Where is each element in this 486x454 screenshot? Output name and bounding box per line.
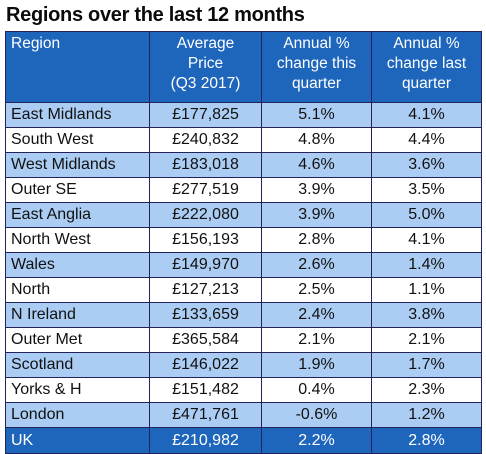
change-last-quarter-cell: 2.1% bbox=[371, 327, 482, 353]
change-this-quarter-cell: 4.8% bbox=[261, 127, 372, 153]
region-cell: West Midlands bbox=[5, 152, 150, 178]
table-row: Wales £149,970 2.6% 1.4% bbox=[5, 252, 482, 278]
header-last-line: change last bbox=[386, 55, 467, 72]
change-this-quarter-cell: 1.9% bbox=[261, 352, 372, 378]
change-this-quarter-cell: 3.9% bbox=[261, 177, 372, 203]
change-this-quarter-cell: 2.4% bbox=[261, 302, 372, 328]
header-average-price: Average Price (Q3 2017) bbox=[149, 31, 262, 103]
price-cell: £149,970 bbox=[149, 252, 262, 278]
page-title: Regions over the last 12 months bbox=[6, 4, 305, 26]
header-this-line: Annual % bbox=[283, 35, 350, 52]
change-last-quarter-cell: 1.4% bbox=[371, 252, 482, 278]
header-region-line: Region bbox=[11, 35, 61, 52]
price-cell: £222,080 bbox=[149, 202, 262, 228]
change-last-quarter-cell: 1.7% bbox=[371, 352, 482, 378]
region-cell: Scotland bbox=[5, 352, 150, 378]
table-row: Outer Met £365,584 2.1% 2.1% bbox=[5, 327, 482, 353]
header-this-line: quarter bbox=[291, 75, 342, 92]
header-change-this-quarter: Annual % change this quarter bbox=[261, 31, 372, 103]
table-row: East Midlands £177,825 5.1% 4.1% bbox=[5, 102, 482, 128]
region-cell: Outer SE bbox=[5, 177, 150, 203]
change-last-quarter-cell: 2.8% bbox=[371, 427, 482, 454]
change-last-quarter-cell: 5.0% bbox=[371, 202, 482, 228]
header-region: Region bbox=[5, 31, 150, 103]
table-row: N Ireland £133,659 2.4% 3.8% bbox=[5, 302, 482, 328]
price-cell: £277,519 bbox=[149, 177, 262, 203]
price-cell: £365,584 bbox=[149, 327, 262, 353]
table-row: North West £156,193 2.8% 4.1% bbox=[5, 227, 482, 253]
region-cell: East Midlands bbox=[5, 102, 150, 128]
region-cell: N Ireland bbox=[5, 302, 150, 328]
change-last-quarter-cell: 3.5% bbox=[371, 177, 482, 203]
change-this-quarter-cell: 5.1% bbox=[261, 102, 372, 128]
header-row: Region Average Price (Q3 2017) Annual % … bbox=[5, 31, 482, 103]
table-row: Outer SE £277,519 3.9% 3.5% bbox=[5, 177, 482, 203]
header-price-line: Average bbox=[176, 35, 235, 52]
region-cell: East Anglia bbox=[5, 202, 150, 228]
table-row: West Midlands £183,018 4.6% 3.6% bbox=[5, 152, 482, 178]
change-last-quarter-cell: 4.1% bbox=[371, 102, 482, 128]
table-row: London £471,761 -0.6% 1.2% bbox=[5, 402, 482, 428]
region-cell: Wales bbox=[5, 252, 150, 278]
header-this-line: change this bbox=[276, 55, 357, 72]
price-cell: £240,832 bbox=[149, 127, 262, 153]
price-cell: £210,982 bbox=[149, 427, 262, 454]
header-change-last-quarter: Annual % change last quarter bbox=[371, 31, 482, 103]
table-row: Yorks & H £151,482 0.4% 2.3% bbox=[5, 377, 482, 403]
region-cell: North bbox=[5, 277, 150, 303]
region-cell: London bbox=[5, 402, 150, 428]
region-cell: South West bbox=[5, 127, 150, 153]
price-cell: £127,213 bbox=[149, 277, 262, 303]
change-last-quarter-cell: 3.6% bbox=[371, 152, 482, 178]
price-cell: £133,659 bbox=[149, 302, 262, 328]
change-this-quarter-cell: 2.6% bbox=[261, 252, 372, 278]
change-last-quarter-cell: 4.1% bbox=[371, 227, 482, 253]
price-cell: £156,193 bbox=[149, 227, 262, 253]
header-price-line: (Q3 2017) bbox=[170, 75, 241, 92]
change-this-quarter-cell: 2.8% bbox=[261, 227, 372, 253]
change-last-quarter-cell: 1.1% bbox=[371, 277, 482, 303]
change-this-quarter-cell: 2.5% bbox=[261, 277, 372, 303]
change-last-quarter-cell: 3.8% bbox=[371, 302, 482, 328]
price-cell: £146,022 bbox=[149, 352, 262, 378]
total-row: UK £210,982 2.2% 2.8% bbox=[5, 427, 482, 454]
region-cell: Yorks & H bbox=[5, 377, 150, 403]
change-this-quarter-cell: 4.6% bbox=[261, 152, 372, 178]
change-this-quarter-cell: 2.2% bbox=[261, 427, 372, 454]
table-row: North £127,213 2.5% 1.1% bbox=[5, 277, 482, 303]
change-last-quarter-cell: 4.4% bbox=[371, 127, 482, 153]
change-this-quarter-cell: 0.4% bbox=[261, 377, 372, 403]
header-price-line: Price bbox=[187, 55, 224, 72]
regions-table: Region Average Price (Q3 2017) Annual % … bbox=[5, 31, 482, 454]
price-cell: £183,018 bbox=[149, 152, 262, 178]
header-last-line: quarter bbox=[401, 75, 452, 92]
change-last-quarter-cell: 2.3% bbox=[371, 377, 482, 403]
change-last-quarter-cell: 1.2% bbox=[371, 402, 482, 428]
region-cell: UK bbox=[5, 427, 150, 454]
table-row: Scotland £146,022 1.9% 1.7% bbox=[5, 352, 482, 378]
change-this-quarter-cell: 3.9% bbox=[261, 202, 372, 228]
header-last-line: Annual % bbox=[393, 35, 460, 52]
region-cell: Outer Met bbox=[5, 327, 150, 353]
change-this-quarter-cell: -0.6% bbox=[261, 402, 372, 428]
price-cell: £471,761 bbox=[149, 402, 262, 428]
table-row: South West £240,832 4.8% 4.4% bbox=[5, 127, 482, 153]
table-row: East Anglia £222,080 3.9% 5.0% bbox=[5, 202, 482, 228]
price-cell: £177,825 bbox=[149, 102, 262, 128]
price-cell: £151,482 bbox=[149, 377, 262, 403]
change-this-quarter-cell: 2.1% bbox=[261, 327, 372, 353]
region-cell: North West bbox=[5, 227, 150, 253]
